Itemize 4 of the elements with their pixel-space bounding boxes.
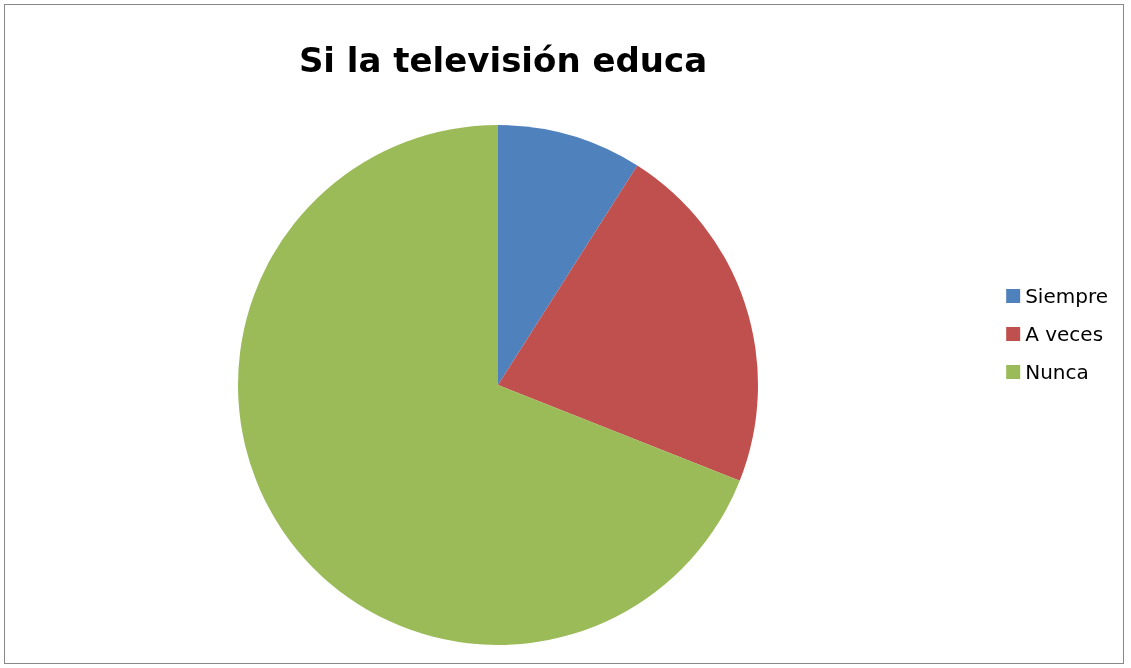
legend-label: Siempre (1025, 284, 1109, 308)
chart-title: Si la televisión educa (298, 40, 708, 80)
legend-label: A veces (1025, 322, 1104, 346)
legend-label: Nunca (1025, 360, 1089, 384)
